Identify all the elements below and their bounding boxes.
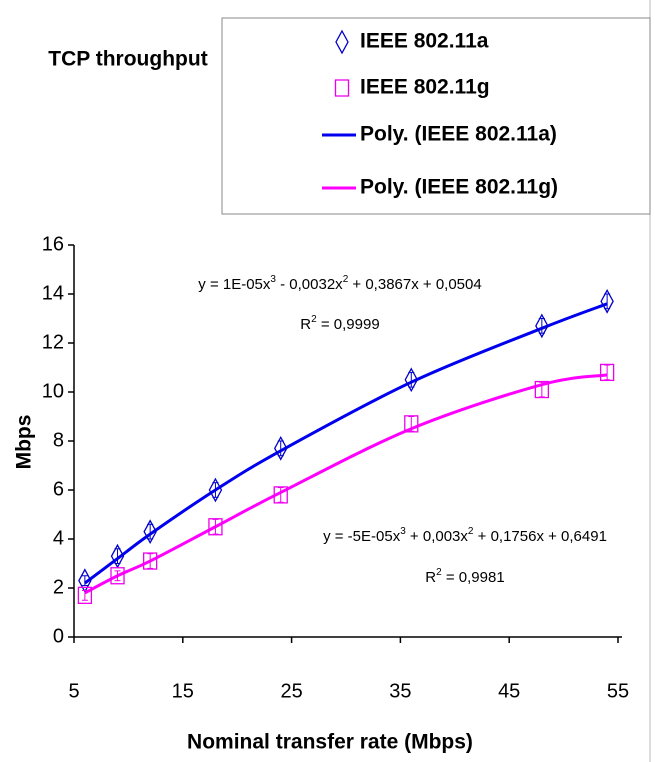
- equation-part: R: [425, 569, 436, 586]
- equation-part: y = -5E-05x: [323, 528, 401, 545]
- equation-part: + 0,003x: [406, 528, 469, 545]
- legend-label: Poly. (IEEE 802.11g): [360, 176, 558, 199]
- equation-part: = 0,9999: [317, 316, 380, 333]
- marker: [208, 518, 223, 536]
- x-tick-label: 55: [607, 680, 629, 702]
- marker: [600, 288, 614, 314]
- superscript: 2: [343, 274, 349, 285]
- y-tick-label: 6: [53, 478, 64, 500]
- y-tick-label: 0: [53, 625, 64, 647]
- legend-entry: Poly. (IEEE 802.11a): [322, 123, 557, 146]
- y-tick-label: 14: [42, 282, 64, 304]
- equation-part: R: [300, 316, 311, 333]
- marker: [335, 29, 349, 55]
- legend-label: IEEE 802.11g: [360, 76, 490, 99]
- superscript: 2: [436, 567, 442, 578]
- x-tick-label: 25: [280, 680, 302, 702]
- marker: [404, 367, 419, 393]
- superscript: 2: [311, 314, 317, 325]
- equation: R2 = 0,9999: [300, 314, 379, 333]
- marker: [77, 586, 93, 604]
- equation: y = 1E-05x3 - 0,0032x2 + 0,3867x + 0,050…: [198, 274, 481, 293]
- legend-entry: IEEE 802.11g: [334, 76, 490, 99]
- equation-part: = 0,9981: [442, 569, 505, 586]
- y-tick-label: 12: [42, 331, 64, 353]
- marker: [208, 477, 223, 503]
- legend-box: [221, 17, 651, 215]
- equation-part: + 0,1756x + 0,6491: [473, 528, 606, 545]
- legend-label: IEEE 802.11a: [360, 30, 489, 53]
- error-bar: [81, 575, 88, 587]
- marker: [273, 435, 288, 461]
- error-bar: [114, 570, 121, 582]
- equation-part: y = 1E-05x: [198, 276, 271, 293]
- marker: [143, 552, 158, 570]
- marker: [599, 363, 615, 382]
- marker: [535, 313, 549, 339]
- equation: y = -5E-05x3 + 0,003x2 + 0,1756x + 0,649…: [323, 526, 607, 545]
- y-tick-label: 2: [53, 576, 64, 598]
- equation-part: + 0,3867x + 0,0504: [348, 276, 481, 293]
- marker: [110, 567, 125, 585]
- equation: R2 = 0,9981: [425, 567, 504, 586]
- marker: [143, 519, 157, 545]
- equation-part: - 0,0032x: [276, 276, 343, 293]
- y-tick-label: 4: [53, 527, 64, 549]
- y-tick-label: 10: [42, 380, 64, 402]
- y-tick-label: 8: [53, 429, 64, 451]
- legend-label: Poly. (IEEE 802.11a): [360, 123, 557, 146]
- legend-entry: Poly. (IEEE 802.11g): [322, 176, 558, 199]
- error-bar: [81, 589, 88, 601]
- chart-title: TCP throughput: [48, 48, 207, 71]
- x-tick-label: 5: [68, 680, 79, 702]
- x-tick-label: 15: [172, 680, 194, 702]
- superscript: 2: [468, 526, 474, 537]
- marker: [404, 415, 419, 433]
- superscript: 3: [400, 526, 406, 537]
- x-tick-label: 45: [498, 680, 520, 702]
- marker: [334, 79, 350, 97]
- marker: [534, 380, 549, 399]
- marker: [273, 486, 288, 504]
- x-axis-title: Nominal transfer rate (Mbps): [187, 731, 473, 754]
- y-axis-title: Mbps: [13, 415, 36, 470]
- superscript: 3: [270, 274, 276, 285]
- legend-entry: IEEE 802.11a: [335, 29, 489, 55]
- x-tick-label: 35: [389, 680, 411, 702]
- y-tick-label: 16: [42, 233, 64, 255]
- error-bar: [212, 518, 219, 535]
